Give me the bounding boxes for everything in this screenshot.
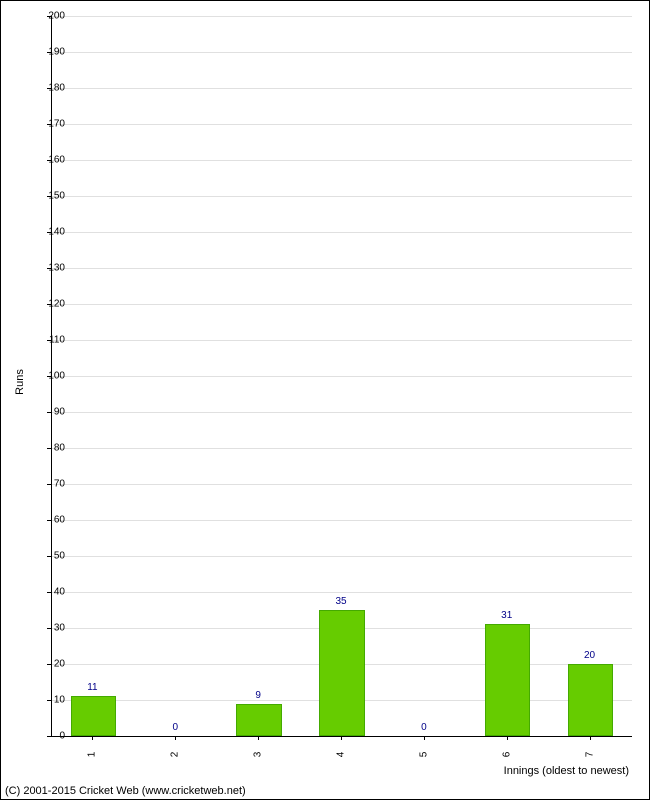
gridline xyxy=(52,52,632,53)
copyright-text: (C) 2001-2015 Cricket Web (www.cricketwe… xyxy=(5,785,246,797)
x-tick-mark xyxy=(341,736,342,740)
y-tick-label: 10 xyxy=(35,695,65,706)
y-tick-label: 80 xyxy=(35,443,65,454)
bar xyxy=(71,696,117,736)
gridline xyxy=(52,160,632,161)
gridline xyxy=(52,520,632,521)
gridline xyxy=(52,124,632,125)
y-tick-label: 160 xyxy=(35,155,65,166)
x-tick-label: 6 xyxy=(501,752,512,758)
y-tick-label: 30 xyxy=(35,623,65,634)
y-tick-label: 40 xyxy=(35,587,65,598)
gridline xyxy=(52,592,632,593)
y-tick-label: 60 xyxy=(35,515,65,526)
y-tick-label: 50 xyxy=(35,551,65,562)
y-tick-label: 180 xyxy=(35,83,65,94)
x-tick-label: 4 xyxy=(336,752,347,758)
y-tick-label: 150 xyxy=(35,191,65,202)
x-tick-mark xyxy=(424,736,425,740)
y-tick-label: 0 xyxy=(35,731,65,742)
y-tick-label: 190 xyxy=(35,47,65,58)
y-tick-label: 120 xyxy=(35,299,65,310)
gridline xyxy=(52,232,632,233)
bar-value-label: 0 xyxy=(421,722,427,733)
x-tick-mark xyxy=(258,736,259,740)
x-tick-mark xyxy=(507,736,508,740)
bar xyxy=(485,624,531,736)
x-tick-label: 1 xyxy=(87,752,98,758)
gridline xyxy=(52,376,632,377)
bar-value-label: 20 xyxy=(584,650,595,661)
gridline xyxy=(52,88,632,89)
gridline xyxy=(52,304,632,305)
bar xyxy=(319,610,365,736)
y-tick-label: 20 xyxy=(35,659,65,670)
y-tick-label: 130 xyxy=(35,263,65,274)
plot-area xyxy=(51,16,632,737)
y-tick-label: 200 xyxy=(35,11,65,22)
y-tick-label: 70 xyxy=(35,479,65,490)
gridline xyxy=(52,340,632,341)
x-axis-title: Innings (oldest to newest) xyxy=(504,765,629,777)
gridline xyxy=(52,556,632,557)
x-tick-mark xyxy=(590,736,591,740)
gridline xyxy=(52,484,632,485)
x-tick-label: 7 xyxy=(584,752,595,758)
bar xyxy=(568,664,614,736)
bar-value-label: 35 xyxy=(335,596,346,607)
x-tick-label: 5 xyxy=(418,752,429,758)
gridline xyxy=(52,268,632,269)
y-tick-label: 170 xyxy=(35,119,65,130)
chart-container: Runs Innings (oldest to newest) (C) 2001… xyxy=(0,0,650,800)
bar-value-label: 0 xyxy=(173,722,179,733)
y-axis-title: Runs xyxy=(14,369,26,395)
y-tick-label: 90 xyxy=(35,407,65,418)
x-tick-label: 3 xyxy=(253,752,264,758)
x-tick-label: 2 xyxy=(170,752,181,758)
gridline xyxy=(52,16,632,17)
gridline xyxy=(52,196,632,197)
gridline xyxy=(52,412,632,413)
bar-value-label: 9 xyxy=(255,690,261,701)
gridline xyxy=(52,448,632,449)
bar xyxy=(236,704,282,736)
x-tick-mark xyxy=(175,736,176,740)
x-tick-mark xyxy=(92,736,93,740)
y-tick-label: 110 xyxy=(35,335,65,346)
bar-value-label: 11 xyxy=(87,682,97,693)
y-tick-label: 140 xyxy=(35,227,65,238)
bar-value-label: 31 xyxy=(501,610,512,621)
y-tick-label: 100 xyxy=(35,371,65,382)
